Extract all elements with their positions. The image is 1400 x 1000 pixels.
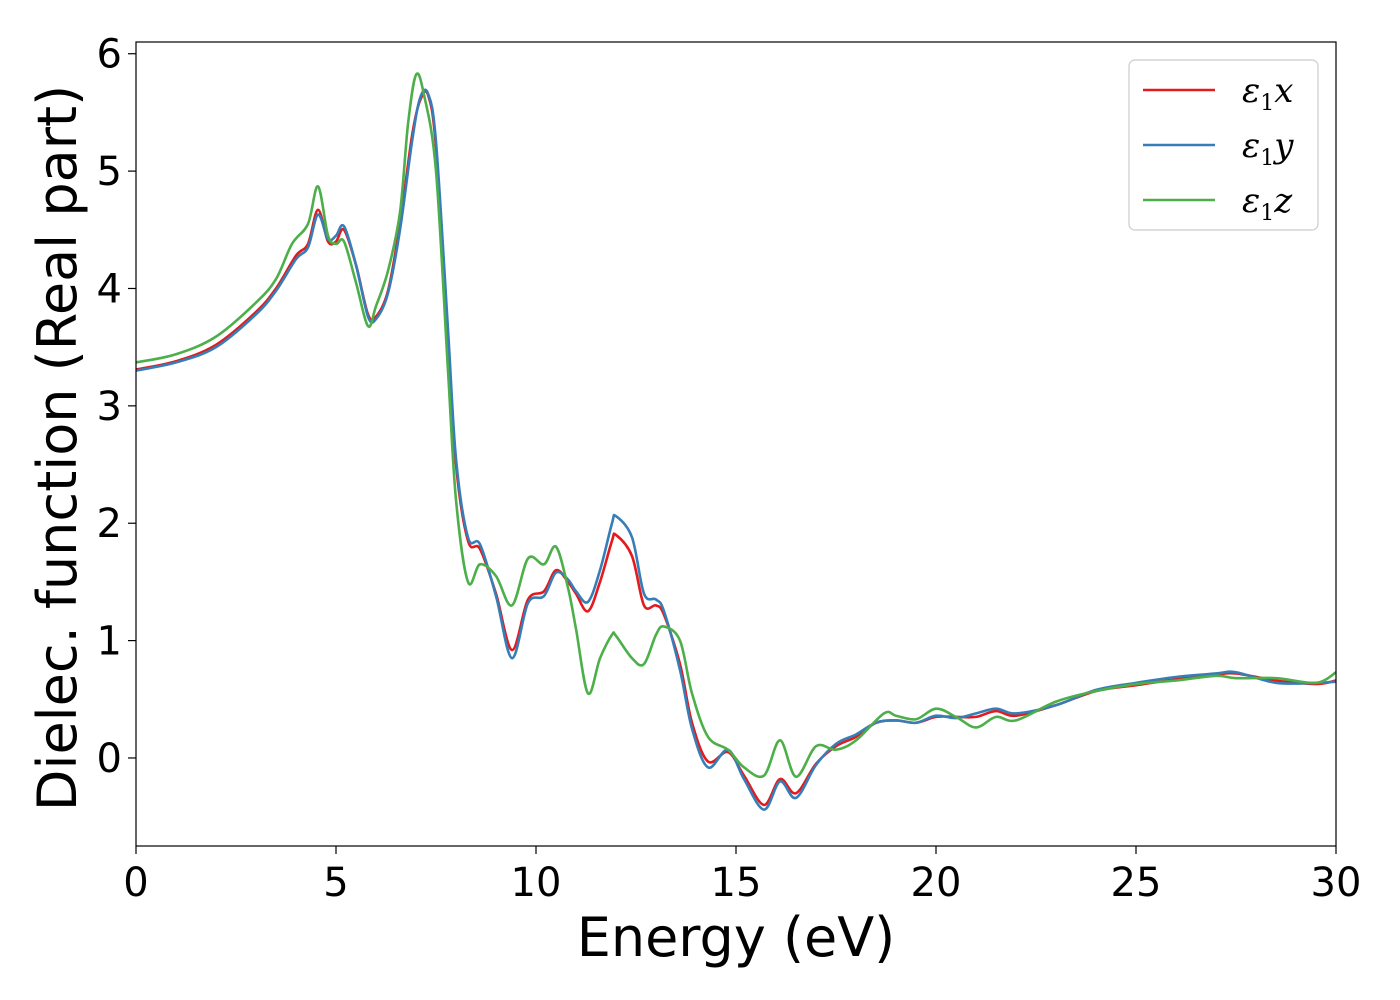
x-tick-label: 15 xyxy=(711,860,762,906)
y-tick-label: 4 xyxy=(97,266,122,312)
y-tick-label: 0 xyxy=(97,736,122,782)
x-tick-label: 5 xyxy=(323,860,348,906)
x-tick-label: 20 xyxy=(911,860,962,906)
y-tick-label: 1 xyxy=(97,619,122,665)
x-tick-label: 10 xyxy=(511,860,562,906)
x-tick-label: 25 xyxy=(1111,860,1162,906)
series-line-2 xyxy=(135,88,1337,811)
y-tick-label: 5 xyxy=(97,149,122,195)
x-tick-label: 0 xyxy=(123,860,148,906)
plot-lines xyxy=(135,72,1337,811)
legend-label: ε1y xyxy=(1242,126,1294,171)
x-tick-label: 30 xyxy=(1311,860,1362,906)
legend-label: ε1x xyxy=(1242,71,1293,116)
series-line-3 xyxy=(135,72,1337,779)
y-tick-label: 2 xyxy=(97,501,122,547)
x-axis-ticks: 0 5 10 15 20 25 30 xyxy=(123,846,1361,906)
x-axis-label: Energy (eV) xyxy=(577,906,896,969)
legend-box xyxy=(1128,59,1319,231)
y-tick-label: 6 xyxy=(97,32,122,78)
y-axis-label: Dielec. function (Real part) xyxy=(26,85,89,811)
legend-label: ε1z xyxy=(1242,181,1293,226)
y-axis-ticks: 0 1 2 3 4 5 6 xyxy=(97,32,136,782)
y-tick-label: 3 xyxy=(97,384,122,430)
legend: ε1x ε1y ε1z xyxy=(1128,59,1319,231)
